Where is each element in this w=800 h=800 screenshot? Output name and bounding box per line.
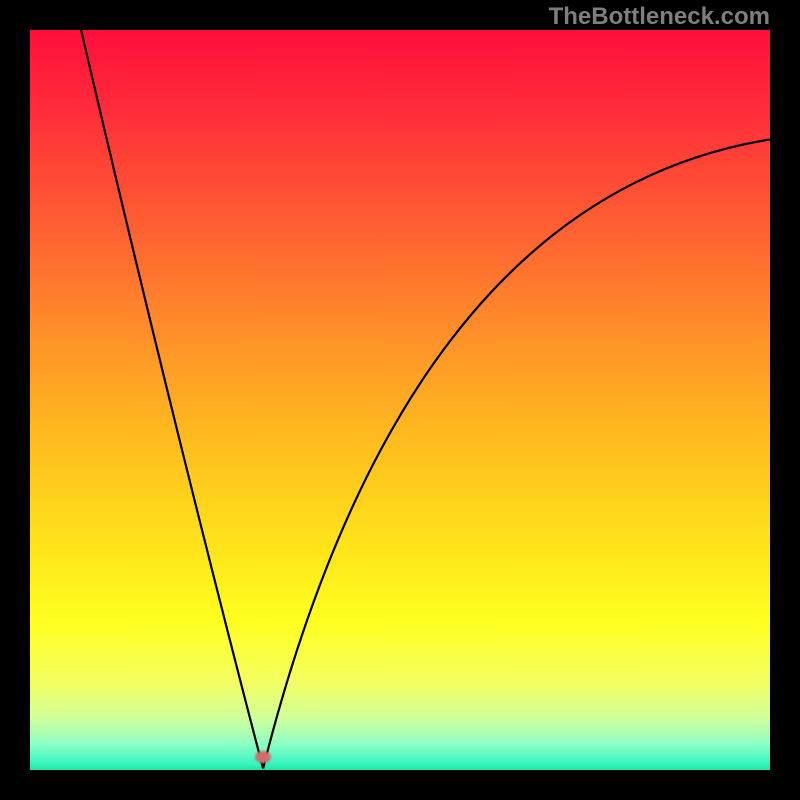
plot-area [30, 30, 770, 770]
vertex-marker [255, 751, 271, 763]
watermark-text: TheBottleneck.com [549, 3, 770, 31]
chart-container: TheBottleneck.com [0, 0, 800, 800]
